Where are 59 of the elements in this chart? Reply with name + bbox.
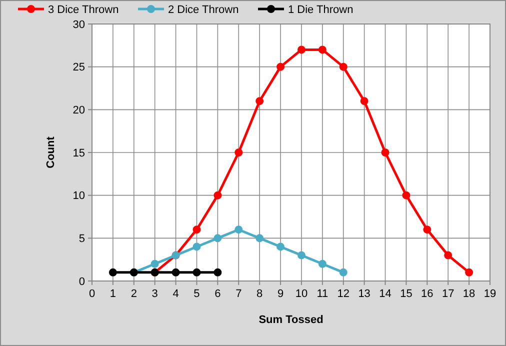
point [192, 226, 201, 234]
point [150, 260, 159, 268]
legend-label: 1 Die Thrown [288, 4, 354, 16]
point [256, 234, 264, 242]
y-tick-label: 15 [72, 147, 85, 160]
x-tick-label: 19 [484, 288, 496, 300]
x-tick-label: 10 [295, 288, 308, 300]
x-tick-label: 1 [110, 288, 116, 300]
x-tick-label: 4 [172, 288, 179, 300]
x-tick-label: 18 [462, 288, 476, 300]
point [339, 62, 348, 71]
x-tick-label: 8 [256, 288, 263, 300]
point [276, 62, 285, 71]
x-tick-label: 16 [421, 288, 434, 300]
y-tick-label: 25 [72, 62, 85, 74]
x-tick-label: 15 [400, 288, 412, 300]
x-tick-label: 3 [152, 288, 158, 300]
point [402, 191, 410, 200]
x-tick-label: 0 [88, 288, 96, 300]
point [214, 268, 222, 276]
point [214, 234, 222, 242]
point [318, 46, 326, 54]
point [256, 97, 264, 106]
x-tick-label: 2 [130, 288, 137, 300]
x-tick-label: 12 [337, 288, 350, 300]
point [276, 242, 285, 251]
x-tick-label: 13 [358, 288, 370, 300]
legend-label: 2 Dice Thrown [168, 4, 239, 16]
point [108, 268, 117, 276]
point [192, 242, 201, 251]
point [381, 148, 390, 156]
point [297, 46, 306, 54]
x-tick-label: 9 [277, 288, 284, 300]
x-tick-label: 17 [442, 288, 454, 300]
y-tick-label: 30 [72, 18, 85, 31]
x-tick-label: 11 [316, 288, 328, 300]
point [192, 268, 201, 276]
x-tick-label: 6 [214, 288, 221, 300]
x-tick-label: 5 [194, 288, 200, 300]
point [318, 260, 326, 268]
legend-label: 3 Dice Thrown [48, 4, 119, 16]
point [423, 226, 432, 234]
x-tick-label: 14 [379, 288, 392, 300]
point [360, 97, 368, 106]
point [339, 268, 348, 276]
y-tick-label: 0 [78, 276, 85, 288]
point [214, 191, 222, 200]
point [234, 148, 243, 156]
y-tick-label: 20 [72, 104, 85, 117]
x-tick-label: 7 [236, 288, 242, 300]
point [297, 251, 306, 260]
y-tick-label: 10 [72, 190, 85, 202]
y-tick-label: 5 [78, 233, 85, 246]
point [172, 268, 180, 276]
point [444, 251, 452, 260]
point [465, 268, 474, 276]
point [234, 226, 243, 234]
x-axis-title: Sum Tossed [258, 314, 324, 326]
y-axis-title: Count [45, 136, 57, 168]
